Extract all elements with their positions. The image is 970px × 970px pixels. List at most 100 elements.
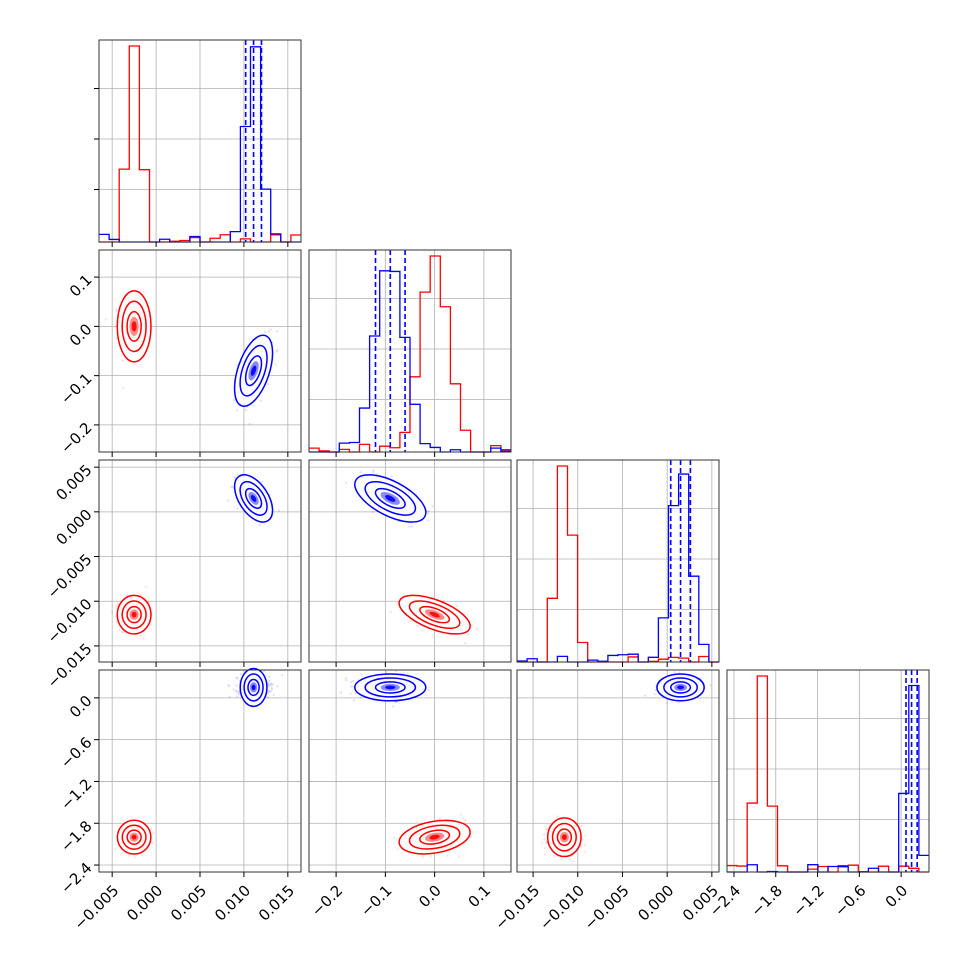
scatter-point — [139, 634, 142, 637]
scatter-point — [259, 399, 262, 402]
scatter-point — [276, 685, 279, 688]
scatter-point — [392, 705, 395, 708]
scatter-point — [235, 363, 239, 367]
x-tick-label: −0.010 — [536, 882, 588, 934]
scatter-point — [581, 838, 585, 841]
scatter-point — [115, 605, 118, 608]
scatter-point — [560, 858, 563, 861]
scatter-point — [120, 630, 123, 633]
scatter-point — [267, 330, 270, 333]
density-core — [131, 321, 137, 332]
scatter-point — [389, 611, 392, 614]
density-core — [131, 834, 137, 840]
scatter-point — [142, 290, 145, 293]
scatter-point — [245, 408, 248, 411]
scatter-point — [541, 841, 544, 844]
scatter-point — [276, 349, 279, 352]
scatter-point — [268, 679, 271, 682]
scatter-point — [446, 854, 449, 858]
scatter-point — [281, 674, 284, 677]
panel-3-1: −0.2 −0.1 0.0 0.1 — [308, 669, 512, 920]
scatter-point — [371, 510, 374, 514]
panel-3-3: −2.4 −1.8 −1.2 −0.6 0.0 — [706, 669, 930, 920]
y-tick-label: 0.000 — [52, 506, 95, 549]
scatter-point — [408, 525, 411, 529]
x-tick-label: −0.005 — [70, 882, 122, 934]
scatter-point — [236, 473, 239, 476]
scatter-point — [457, 855, 461, 858]
scatter-point — [267, 682, 270, 686]
x-tick-label: 0.015 — [255, 882, 298, 925]
y-tick-label: −2.4 — [57, 859, 95, 897]
scatter-point — [116, 604, 119, 607]
scatter-point — [264, 330, 267, 334]
scatter-point — [653, 693, 656, 696]
scatter-point — [673, 671, 676, 674]
scatter-point — [261, 480, 264, 483]
scatter-point — [476, 627, 479, 631]
scatter-point — [266, 696, 269, 699]
scatter-point — [151, 842, 154, 845]
scatter-point — [372, 471, 375, 474]
scatter-point — [142, 637, 145, 640]
scatter-point — [122, 387, 125, 390]
scatter-point — [277, 509, 280, 512]
scatter-point — [275, 350, 278, 353]
scatter-point — [111, 611, 114, 614]
scatter-point — [584, 834, 587, 837]
panel-3-0: −0.005 0.000 0.005 0.010 0.015 −2.4 −1.8 −1.2 −0… — [57, 667, 302, 934]
y-tick-label: 0.1 — [66, 271, 96, 301]
scatter-point — [568, 858, 571, 861]
x-tick-label: −1.8 — [748, 882, 786, 920]
scatter-point — [385, 670, 388, 673]
scatter-point — [115, 337, 118, 340]
scatter-point — [270, 686, 273, 690]
scatter-point — [237, 691, 240, 694]
y-tick-label: −0.2 — [57, 419, 95, 457]
scatter-point — [115, 621, 118, 624]
x-tick-label: −0.2 — [308, 882, 346, 920]
scatter-point — [467, 632, 470, 636]
y-tick-label: 0.005 — [52, 461, 95, 504]
scatter-point — [439, 817, 442, 820]
scatter-point — [150, 828, 153, 831]
scatter-point — [410, 525, 413, 528]
scatter-point — [233, 476, 236, 479]
scatter-point — [115, 310, 118, 313]
scatter-point — [117, 602, 120, 606]
scatter-point — [230, 486, 233, 489]
scatter-point — [469, 835, 472, 839]
scatter-point — [128, 854, 131, 857]
scatter-point — [427, 510, 430, 513]
y-tick-label: −1.8 — [57, 817, 95, 855]
scatter-point — [125, 594, 128, 597]
scatter-point — [350, 681, 353, 684]
scatter-point — [461, 817, 465, 820]
scatter-point — [349, 692, 352, 695]
scatter-point — [583, 843, 586, 847]
scatter-point — [455, 604, 458, 608]
scatter-point — [460, 813, 463, 816]
scatter-point — [360, 673, 363, 676]
x-tick-label: 0.010 — [211, 882, 254, 925]
x-tick-label: 0.1 — [465, 882, 495, 912]
scatter-point — [571, 860, 574, 863]
scatter-point — [248, 422, 251, 425]
x-tick-label: 0.005 — [167, 882, 210, 925]
scatter-point — [236, 676, 239, 679]
scatter-point — [359, 470, 362, 474]
scatter-point — [104, 318, 107, 321]
scatter-point — [232, 688, 235, 691]
scatter-point — [122, 631, 125, 634]
scatter-point — [406, 672, 409, 675]
scatter-point — [427, 689, 430, 692]
scatter-point — [464, 818, 467, 822]
x-tick-label: 0.0 — [415, 882, 445, 912]
panel-3-2: −0.015−0.010−0.005 0.000 0.005 — [491, 669, 722, 934]
scatter-point — [359, 696, 362, 699]
scatter-point — [543, 847, 546, 850]
scatter-point — [556, 815, 559, 818]
scatter-point — [133, 856, 136, 859]
